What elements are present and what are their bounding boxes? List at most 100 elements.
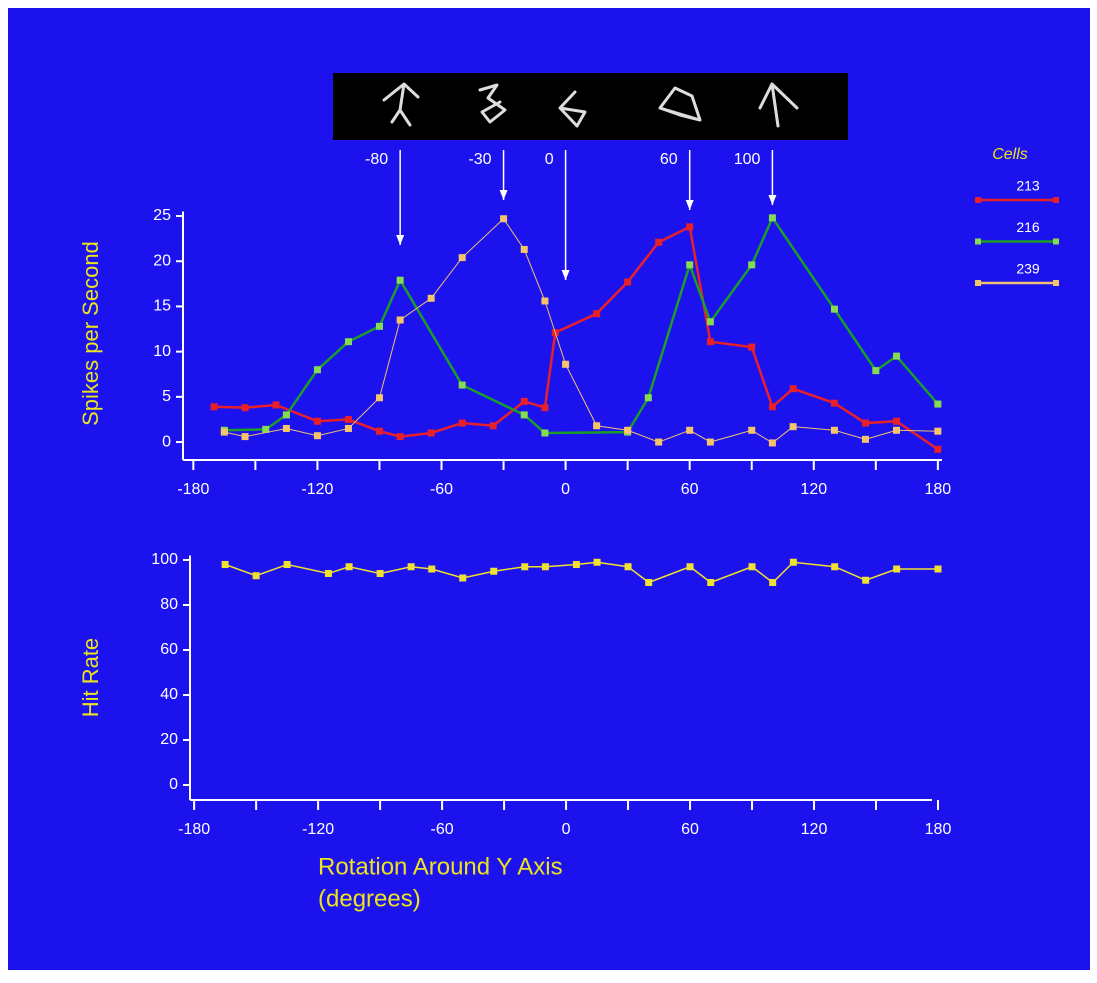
marker xyxy=(542,563,549,570)
legend-label: 216 xyxy=(1016,219,1040,235)
marker xyxy=(748,344,755,351)
marker xyxy=(541,429,548,436)
marker xyxy=(687,563,694,570)
marker xyxy=(521,411,528,418)
marker xyxy=(893,565,900,572)
marker xyxy=(345,338,352,345)
stimulus-strip xyxy=(333,73,848,140)
legend-label: 213 xyxy=(1016,178,1040,194)
marker xyxy=(377,570,384,577)
marker xyxy=(222,561,229,568)
marker xyxy=(790,385,797,392)
chart: 0510152025-180-120-60060120180Spikes per… xyxy=(0,0,1097,978)
marker xyxy=(376,323,383,330)
marker xyxy=(686,261,693,268)
marker xyxy=(593,422,600,429)
marker xyxy=(769,579,776,586)
y-tick-label: 5 xyxy=(162,388,171,405)
marker xyxy=(707,579,714,586)
marker xyxy=(872,367,879,374)
x-tick-label: -60 xyxy=(430,481,453,498)
marker xyxy=(594,559,601,566)
marker xyxy=(593,310,600,317)
arrow-label: -80 xyxy=(365,151,388,168)
x-tick-label: 60 xyxy=(681,821,699,838)
y-tick-label: 10 xyxy=(153,343,171,360)
x-tick-label: -120 xyxy=(302,821,334,838)
marker xyxy=(397,277,404,284)
marker xyxy=(428,565,435,572)
y-tick-label: 100 xyxy=(151,551,178,568)
marker xyxy=(314,432,321,439)
marker xyxy=(749,563,756,570)
marker xyxy=(573,561,580,568)
x-tick-label: 180 xyxy=(925,821,952,838)
marker xyxy=(769,403,776,410)
marker xyxy=(831,563,838,570)
y-tick-label: 40 xyxy=(160,686,178,703)
marker xyxy=(624,279,631,286)
marker xyxy=(934,446,941,453)
arrow-label: 0 xyxy=(545,151,554,168)
marker xyxy=(935,565,942,572)
marker xyxy=(490,422,497,429)
marker xyxy=(541,404,548,411)
legend-marker xyxy=(975,239,981,245)
marker xyxy=(284,561,291,568)
y-tick-label: 0 xyxy=(162,433,171,450)
marker xyxy=(748,427,755,434)
marker xyxy=(314,418,321,425)
x-tick-label: 120 xyxy=(801,821,828,838)
marker xyxy=(376,394,383,401)
marker xyxy=(831,306,838,313)
marker xyxy=(893,353,900,360)
legend-marker xyxy=(1053,280,1059,286)
marker xyxy=(769,214,776,221)
marker xyxy=(408,563,415,570)
marker xyxy=(893,427,900,434)
marker xyxy=(345,425,352,432)
marker xyxy=(645,394,652,401)
marker xyxy=(790,423,797,430)
marker xyxy=(707,338,714,345)
marker xyxy=(459,254,466,261)
y-tick-label: 0 xyxy=(169,776,178,793)
legend-title: Cells xyxy=(992,146,1028,163)
marker xyxy=(831,427,838,434)
legend-marker xyxy=(975,197,981,203)
marker xyxy=(314,366,321,373)
legend-marker xyxy=(1053,197,1059,203)
y-tick-label: 20 xyxy=(160,731,178,748)
marker xyxy=(831,400,838,407)
marker xyxy=(521,563,528,570)
marker xyxy=(862,420,869,427)
x-tick-label: 60 xyxy=(681,481,699,498)
marker xyxy=(686,223,693,230)
marker xyxy=(221,429,228,436)
marker xyxy=(562,361,569,368)
marker xyxy=(707,318,714,325)
marker xyxy=(376,428,383,435)
legend-marker xyxy=(975,280,981,286)
marker xyxy=(769,439,776,446)
marker xyxy=(345,416,352,423)
marker xyxy=(490,568,497,575)
marker xyxy=(211,403,218,410)
marker xyxy=(862,436,869,443)
y-tick-label: 20 xyxy=(153,252,171,269)
y-tick-label: 60 xyxy=(160,641,178,658)
marker xyxy=(893,418,900,425)
y-axis-title: Hit Rate xyxy=(78,638,103,717)
y-axis-title: Spikes per Second xyxy=(78,241,103,426)
marker xyxy=(541,298,548,305)
x-tick-label: 120 xyxy=(800,481,827,498)
marker xyxy=(790,559,797,566)
marker xyxy=(862,577,869,584)
marker xyxy=(625,563,632,570)
x-tick-label: -180 xyxy=(177,481,209,498)
arrow-label: -30 xyxy=(468,151,491,168)
marker xyxy=(686,427,693,434)
marker xyxy=(397,433,404,440)
arrow-label: 100 xyxy=(734,151,761,168)
x-axis-title: Rotation Around Y Axis xyxy=(318,853,563,880)
